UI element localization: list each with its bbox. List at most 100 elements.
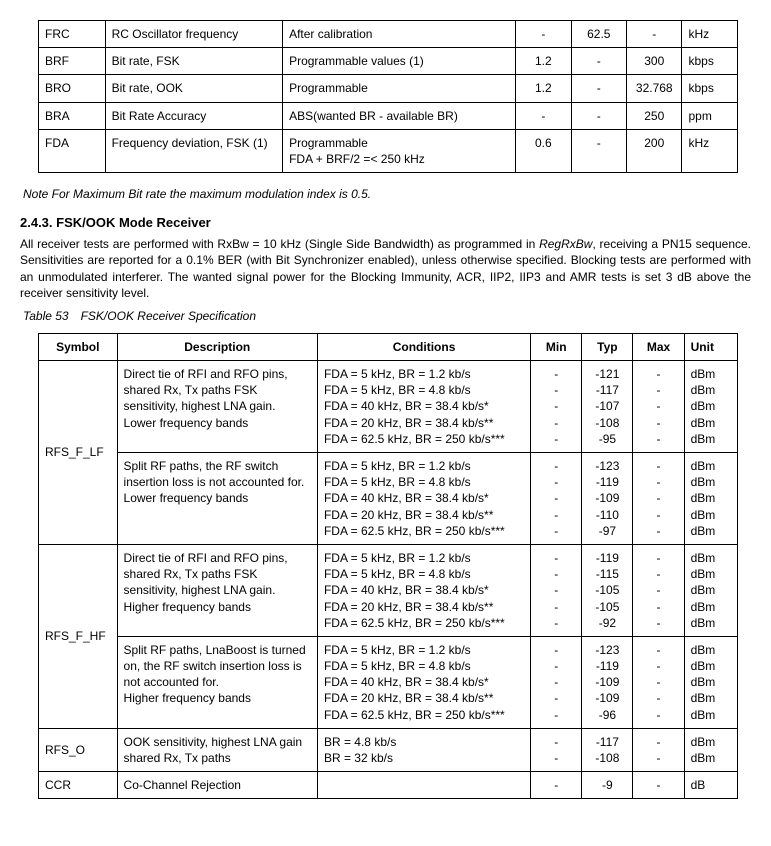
table-row: FRCRC Oscillator frequencyAfter calibrat… — [39, 21, 738, 48]
col-description: Description — [117, 333, 317, 360]
cell: - — [627, 21, 682, 48]
table-row: RFS_OOOK sensitivity, highest LNA gain s… — [39, 728, 738, 771]
cell: kHz — [682, 21, 738, 48]
cell-symbol: RFS_O — [39, 728, 118, 771]
col-min: Min — [531, 333, 582, 360]
cell: FDA = 5 kHz, BR = 1.2 kb/s FDA = 5 kHz, … — [317, 453, 530, 545]
register-name: RegRxBw — [539, 237, 592, 251]
cell-symbol: RFS_F_LF — [39, 361, 118, 545]
cell: - - - - - — [531, 453, 582, 545]
cell: 0.6 — [516, 129, 571, 172]
cell: Direct tie of RFI and RFO pins, shared R… — [117, 361, 317, 453]
cell: - — [571, 102, 626, 129]
col-symbol: Symbol — [39, 333, 118, 360]
table-spec-first: FRCRC Oscillator frequencyAfter calibrat… — [38, 20, 738, 173]
cell: FDA = 5 kHz, BR = 1.2 kb/s FDA = 5 kHz, … — [317, 361, 530, 453]
cell: dBm dBm dBm dBm dBm — [684, 636, 737, 728]
cell: ABS(wanted BR - available BR) — [283, 102, 516, 129]
cell: - - - - - — [531, 361, 582, 453]
cell — [317, 772, 530, 799]
table-caption: Table 53 FSK/OOK Receiver Specification — [23, 309, 751, 323]
table-row: BRFBit rate, FSKProgrammable values (1)1… — [39, 48, 738, 75]
cell: 62.5 — [571, 21, 626, 48]
cell: Split RF paths, the RF switch insertion … — [117, 453, 317, 545]
cell: kbps — [682, 48, 738, 75]
col-max: Max — [633, 333, 684, 360]
cell: RC Oscillator frequency — [105, 21, 283, 48]
cell: - - — [633, 728, 684, 771]
cell: - - - - - — [633, 636, 684, 728]
table-row: Split RF paths, the RF switch insertion … — [39, 453, 738, 545]
cell: 250 — [627, 102, 682, 129]
cell: dBm dBm dBm dBm dBm — [684, 453, 737, 545]
cell: -119 -115 -105 -105 -92 — [582, 544, 633, 636]
cell: dBm dBm — [684, 728, 737, 771]
cell: 1.2 — [516, 48, 571, 75]
table-row: RFS_F_LFDirect tie of RFI and RFO pins, … — [39, 361, 738, 453]
cell: -121 -117 -107 -108 -95 — [582, 361, 633, 453]
cell: Co-Channel Rejection — [117, 772, 317, 799]
cell: - — [531, 772, 582, 799]
cell: FDA — [39, 129, 106, 172]
cell: - — [516, 21, 571, 48]
cell: - - - - - — [633, 361, 684, 453]
col-typ: Typ — [582, 333, 633, 360]
cell: Programmable FDA + BRF/2 =< 250 kHz — [283, 129, 516, 172]
table-row: BRABit Rate AccuracyABS(wanted BR - avai… — [39, 102, 738, 129]
cell: -123 -119 -109 -110 -97 — [582, 453, 633, 545]
cell: Direct tie of RFI and RFO pins, shared R… — [117, 544, 317, 636]
cell: BRO — [39, 75, 106, 102]
cell: -123 -119 -109 -109 -96 — [582, 636, 633, 728]
cell: 200 — [627, 129, 682, 172]
cell: - - - - - — [531, 636, 582, 728]
table-row: RFS_F_HFDirect tie of RFI and RFO pins, … — [39, 544, 738, 636]
cell: - - - - - — [531, 544, 582, 636]
cell: FDA = 5 kHz, BR = 1.2 kb/s FDA = 5 kHz, … — [317, 636, 530, 728]
cell: FDA = 5 kHz, BR = 1.2 kb/s FDA = 5 kHz, … — [317, 544, 530, 636]
cell: Bit rate, FSK — [105, 48, 283, 75]
cell: dBm dBm dBm dBm dBm — [684, 544, 737, 636]
cell: After calibration — [283, 21, 516, 48]
cell: - - - - - — [633, 453, 684, 545]
cell: Bit Rate Accuracy — [105, 102, 283, 129]
cell: 300 — [627, 48, 682, 75]
cell: BRF — [39, 48, 106, 75]
table-row: Split RF paths, LnaBoost is turned on, t… — [39, 636, 738, 728]
cell: - — [571, 129, 626, 172]
cell: Frequency deviation, FSK (1) — [105, 129, 283, 172]
note-text: Note For Maximum Bit rate the maximum mo… — [23, 187, 751, 201]
section-paragraph: All receiver tests are performed with Rx… — [20, 236, 751, 301]
cell: - — [571, 48, 626, 75]
table-row: BROBit rate, OOKProgrammable1.2-32.768kb… — [39, 75, 738, 102]
cell: dB — [684, 772, 737, 799]
cell: - — [571, 75, 626, 102]
table-row: FDAFrequency deviation, FSK (1)Programma… — [39, 129, 738, 172]
cell: ppm — [682, 102, 738, 129]
cell: - — [633, 772, 684, 799]
cell-symbol: RFS_F_HF — [39, 544, 118, 728]
cell: -9 — [582, 772, 633, 799]
cell: FRC — [39, 21, 106, 48]
col-conditions: Conditions — [317, 333, 530, 360]
cell: BRA — [39, 102, 106, 129]
section-heading: 2.4.3. FSK/OOK Mode Receiver — [20, 215, 751, 230]
cell: Bit rate, OOK — [105, 75, 283, 102]
cell: BR = 4.8 kb/s BR = 32 kb/s — [317, 728, 530, 771]
table-receiver-spec: Symbol Description Conditions Min Typ Ma… — [38, 333, 738, 800]
cell: 1.2 — [516, 75, 571, 102]
cell: Split RF paths, LnaBoost is turned on, t… — [117, 636, 317, 728]
cell: Programmable values (1) — [283, 48, 516, 75]
cell: OOK sensitivity, highest LNA gain shared… — [117, 728, 317, 771]
table-row: CCRCo-Channel Rejection--9-dB — [39, 772, 738, 799]
cell: kHz — [682, 129, 738, 172]
table-header-row: Symbol Description Conditions Min Typ Ma… — [39, 333, 738, 360]
cell: - — [516, 102, 571, 129]
cell: - - — [531, 728, 582, 771]
cell: -117 -108 — [582, 728, 633, 771]
cell: - - - - - — [633, 544, 684, 636]
cell: Programmable — [283, 75, 516, 102]
cell: 32.768 — [627, 75, 682, 102]
cell: dBm dBm dBm dBm dBm — [684, 361, 737, 453]
cell: kbps — [682, 75, 738, 102]
cell-symbol: CCR — [39, 772, 118, 799]
